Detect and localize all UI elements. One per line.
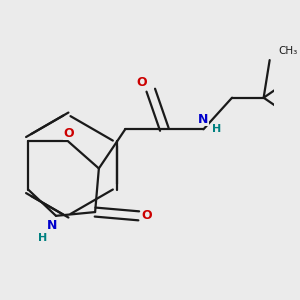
Text: N: N	[47, 219, 57, 232]
Text: O: O	[136, 76, 147, 89]
Text: H: H	[212, 124, 221, 134]
Text: N: N	[198, 113, 208, 126]
Text: O: O	[141, 209, 152, 222]
Text: O: O	[64, 127, 74, 140]
Text: CH₃: CH₃	[279, 46, 298, 56]
Text: H: H	[38, 233, 47, 243]
